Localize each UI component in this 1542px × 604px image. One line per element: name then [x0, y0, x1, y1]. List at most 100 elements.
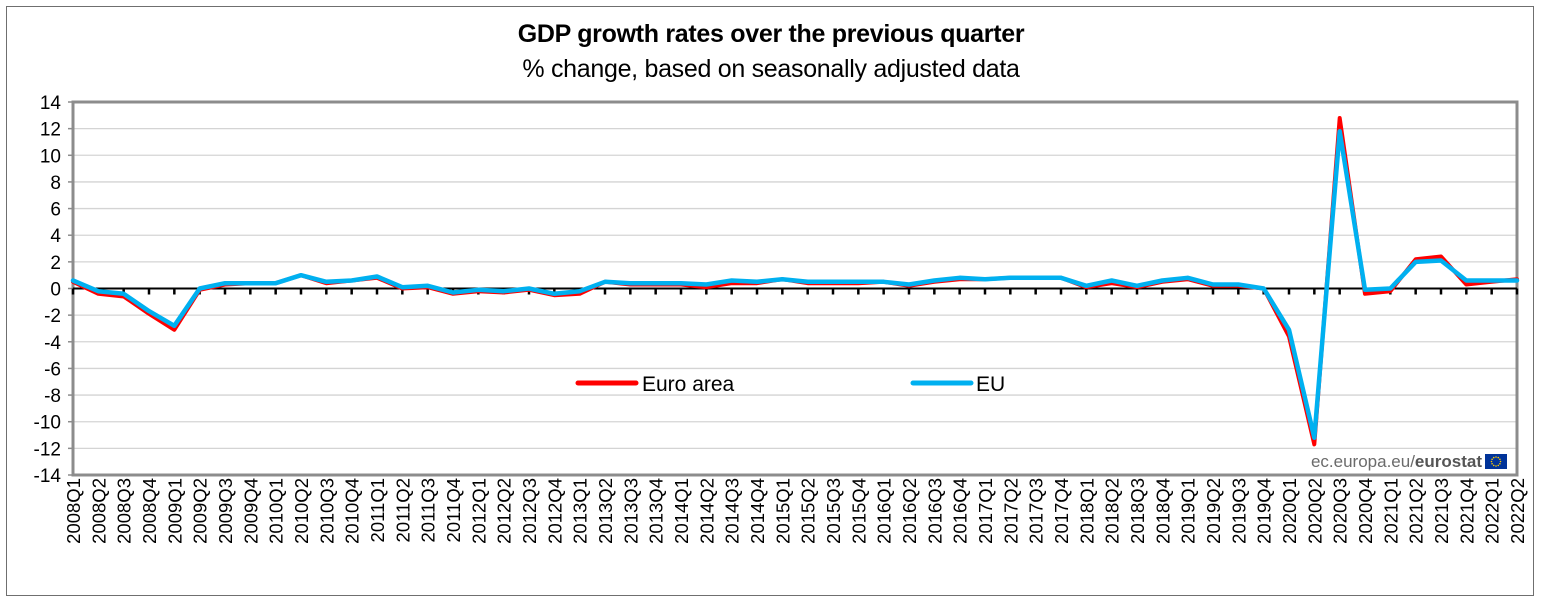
eu-flag-star: [1495, 465, 1497, 467]
x-tick-label: 2010Q1: [266, 478, 287, 544]
chart-subtitle: % change, based on seasonally adjusted d…: [522, 55, 1020, 83]
x-tick-label: 2019Q3: [1228, 478, 1249, 544]
y-tick-label: -6: [44, 359, 61, 380]
legend: Euro area EU: [575, 373, 1005, 396]
eu-flag-star: [1497, 464, 1500, 467]
x-tick-label: 2021Q4: [1456, 478, 1477, 544]
source-prefix: ec.europa.eu/: [1311, 452, 1415, 471]
x-tick-label: 2011Q3: [418, 478, 439, 542]
eu-flag-star: [1491, 458, 1493, 461]
x-tick-label: 2015Q2: [798, 478, 819, 544]
x-tick-label: 2017Q2: [1000, 478, 1021, 544]
x-tick-label: 2009Q2: [190, 478, 211, 544]
x-tick-label: 2008Q3: [114, 478, 135, 544]
y-tick-label: 6: [50, 200, 61, 221]
x-tick-label: 2011Q4: [443, 478, 464, 542]
chart-title: GDP growth rates over the previous quart…: [517, 20, 1025, 48]
x-tick-label: 2018Q4: [1152, 478, 1173, 544]
x-tick-label: 2009Q4: [240, 478, 261, 544]
y-tick-label: 12: [40, 120, 61, 141]
y-tick-label: 14: [40, 93, 62, 114]
eu-flag-star: [1499, 458, 1501, 461]
series-lines: [70, 116, 1520, 447]
y-tick-label: 10: [40, 146, 61, 167]
x-tick-label: 2019Q1: [1178, 478, 1199, 544]
x-axis-labels: 2008Q1 2008Q2 2008Q3 2008Q4 2009Q1 2009Q2 2009…: [63, 478, 1528, 544]
y-tick-label: -8: [44, 386, 61, 407]
x-tick-label: 2022Q2: [1507, 478, 1528, 544]
x-tick-label: 2014Q1: [671, 478, 692, 544]
x-tick-label: 2019Q4: [1254, 478, 1275, 544]
x-tick-label: 2014Q3: [722, 478, 743, 544]
legend-label-eu: EU: [976, 373, 1005, 396]
x-tick-label: 2017Q3: [1026, 478, 1047, 544]
x-tick-label: 2020Q1: [1279, 478, 1300, 544]
eu-flag-star: [1491, 462, 1493, 465]
eu-flag-star: [1499, 462, 1501, 465]
y-tick-label: -2: [44, 306, 61, 327]
y-tick-label: 2: [50, 253, 61, 274]
source-brand: eurostat: [1415, 452, 1482, 471]
x-tick-label: 2011Q2: [392, 478, 413, 542]
x-tick-label: 2021Q1: [1380, 478, 1401, 544]
series-line-eu: [70, 129, 1520, 440]
x-tick-label: 2017Q4: [1051, 478, 1072, 544]
y-tick-label: 4: [50, 226, 61, 247]
x-tick-label: 2008Q2: [88, 478, 109, 544]
x-tick-label: 2016Q4: [950, 478, 971, 544]
source-text: ec.europa.eu/eurostat: [1311, 452, 1482, 471]
y-tick-label: -12: [34, 439, 61, 460]
x-tick-label: 2010Q4: [342, 478, 363, 544]
x-axis: [71, 287, 1519, 295]
x-tick-label: 2015Q3: [823, 478, 844, 544]
x-tick-label: 2014Q4: [747, 478, 768, 544]
x-tick-label: 2012Q3: [519, 478, 540, 544]
x-tick-label: 2015Q4: [848, 478, 869, 544]
x-tick-label: 2021Q3: [1431, 478, 1452, 544]
x-tick-label: 2009Q1: [164, 478, 185, 544]
x-tick-label: 2013Q3: [620, 478, 641, 544]
x-tick-label: 2016Q3: [924, 478, 945, 544]
x-tick-label: 2017Q1: [975, 478, 996, 544]
x-tick-label: 2012Q4: [544, 478, 565, 544]
eu-flag-star: [1499, 460, 1502, 463]
x-tick-label: 2015Q1: [772, 478, 793, 544]
x-tick-label: 2022Q1: [1482, 478, 1503, 544]
x-tick-label: 2016Q2: [899, 478, 920, 544]
x-tick-label: 2019Q2: [1203, 478, 1224, 544]
source-credit: ec.europa.eu/eurostat: [1311, 452, 1507, 471]
x-tick-label: 2011Q1: [367, 478, 388, 542]
eu-flag-star: [1492, 464, 1495, 467]
x-tick-label: 2016Q1: [874, 478, 895, 544]
x-tick-label: 2020Q3: [1330, 478, 1351, 544]
eu-flag-star: [1497, 456, 1500, 459]
x-tick-label: 2010Q3: [316, 478, 337, 544]
x-tick-label: 2008Q1: [63, 478, 84, 544]
x-tick-label: 2009Q3: [215, 478, 236, 544]
x-tick-label: 2012Q1: [468, 478, 489, 544]
x-tick-label: 2020Q2: [1304, 478, 1325, 544]
eu-flag-icon: [1485, 454, 1507, 469]
x-tick-label: 2008Q4: [139, 478, 160, 544]
x-tick-label: 2018Q3: [1127, 478, 1148, 544]
y-tick-label: -10: [34, 413, 61, 434]
x-tick-label: 2014Q2: [696, 478, 717, 544]
eu-flag-star: [1490, 460, 1493, 463]
x-tick-label: 2013Q4: [646, 478, 667, 544]
y-axis: 14 12 10 8 6 4 2 0 -2 -4 -6 -8 -10 -12 -14: [34, 93, 73, 487]
eu-flag-background: [1485, 454, 1507, 469]
gridlines: [73, 127, 1517, 450]
y-tick-label: 0: [50, 280, 61, 301]
x-tick-label: 2013Q2: [595, 478, 616, 544]
y-tick-label: -4: [44, 333, 61, 354]
y-tick-label: -14: [34, 466, 62, 487]
x-tick-label: 2010Q2: [291, 478, 312, 544]
chart-frame: [6, 6, 1534, 596]
legend-label-euro-area: Euro area: [642, 373, 735, 396]
x-tick-label: 2018Q1: [1076, 478, 1097, 544]
eu-flag-star: [1492, 456, 1495, 459]
x-tick-label: 2013Q1: [570, 478, 591, 544]
x-tick-label: 2020Q4: [1355, 478, 1376, 544]
eu-flag-star: [1495, 456, 1497, 458]
